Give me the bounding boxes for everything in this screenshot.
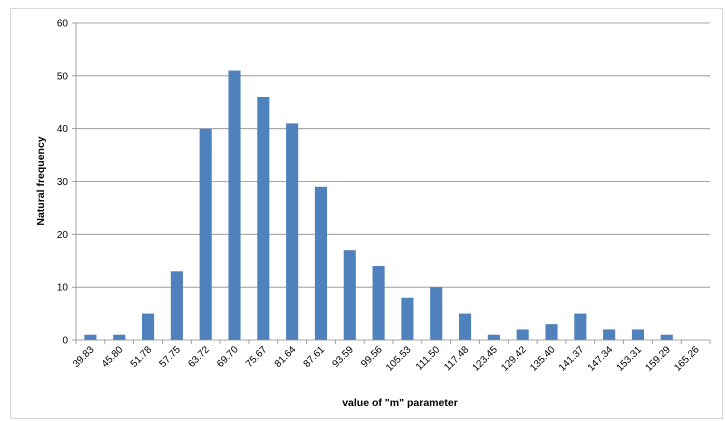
bar: [84, 334, 97, 340]
bar: [228, 70, 241, 341]
x-tick-label: 129.42: [499, 344, 529, 374]
x-tick-label: 51.78: [129, 344, 155, 370]
bar: [170, 271, 183, 340]
bar: [286, 123, 299, 340]
x-tick-label: 165.26: [672, 344, 702, 374]
grid-lines: [76, 22, 710, 288]
bar: [487, 334, 500, 340]
x-tick-label: 147.34: [586, 344, 616, 374]
y-tick-label: 40: [57, 124, 69, 135]
bars: [84, 70, 673, 341]
x-tick-label: 63.72: [186, 344, 212, 370]
x-tick-label: 87.61: [302, 344, 328, 370]
y-tick-label: 10: [57, 283, 69, 294]
x-tick-label: 69.70: [215, 344, 241, 370]
x-tick-label: 117.48: [442, 344, 471, 373]
x-tick-label: 81.64: [273, 344, 299, 370]
bar: [401, 297, 414, 340]
y-tick-label: 50: [57, 71, 69, 82]
x-axis-title: value of "m" parameter: [342, 397, 458, 409]
y-tick-label: 20: [57, 230, 69, 241]
bar: [113, 334, 126, 340]
x-tick-label: 105.53: [384, 344, 414, 374]
x-tick-label: 93.59: [330, 344, 356, 370]
x-tick-label: 123.45: [471, 344, 501, 374]
bar: [631, 329, 645, 340]
bar: [603, 329, 616, 340]
x-tick-label: 111.50: [414, 344, 443, 373]
x-tick-label: 135.40: [528, 344, 558, 374]
y-tick-label: 30: [57, 177, 69, 188]
y-axis-title: Natural frequency: [35, 136, 47, 225]
bar: [372, 266, 385, 340]
y-tick-labels: 0 10 20 30 40 50 60: [57, 19, 69, 347]
bar: [257, 96, 270, 340]
bar: [516, 329, 529, 340]
bar: [430, 287, 443, 340]
x-tick-label: 153.31: [615, 344, 645, 374]
chart-frame: [10, 8, 723, 419]
x-tick-label: 159.29: [643, 344, 673, 374]
x-tick-label: 57.75: [158, 344, 184, 370]
bar: [458, 313, 472, 340]
x-tick-label: 75.67: [244, 344, 270, 370]
bar: [574, 313, 587, 340]
y-tick-label: 0: [62, 336, 68, 347]
x-tick-labels: 39.83 45.80 51.78 57.75 63.72 69.70 75.67 81.64…: [71, 344, 702, 374]
bar: [660, 334, 673, 340]
bar: [545, 324, 558, 340]
bar: [141, 313, 155, 340]
axes: [72, 22, 711, 344]
x-tick-label: 39.83: [71, 344, 97, 370]
bar: [314, 186, 328, 340]
x-tick-label: 99.56: [359, 344, 385, 370]
y-tick-label: 60: [57, 19, 69, 30]
bar: [343, 250, 356, 340]
bar: [199, 128, 212, 340]
x-tick-label: 45.80: [100, 344, 126, 370]
x-tick-label: 141.37: [557, 344, 587, 374]
